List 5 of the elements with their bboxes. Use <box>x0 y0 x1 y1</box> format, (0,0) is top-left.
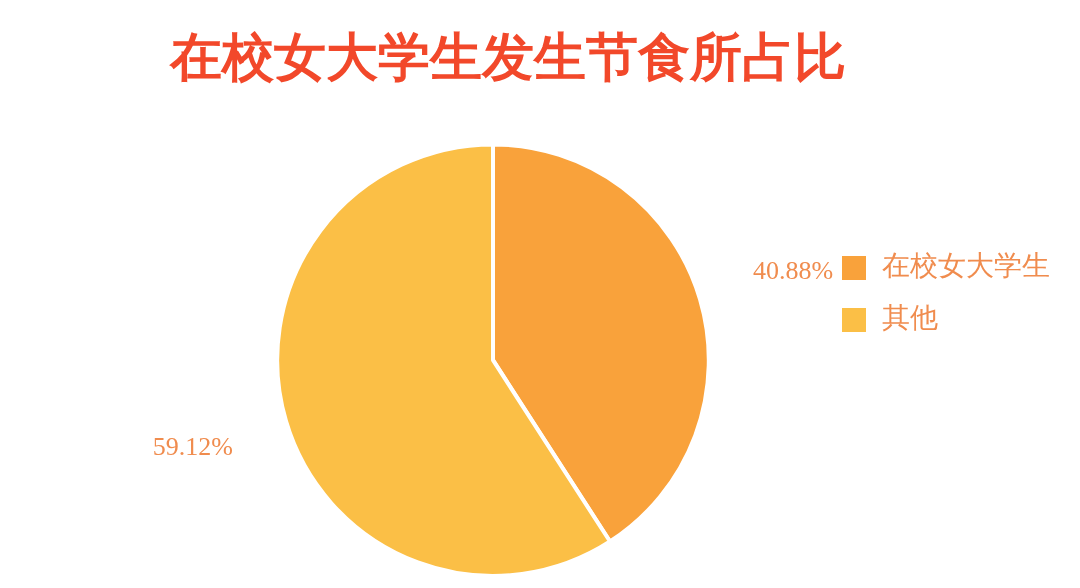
chart-title: 在校女大学生发生节食所占比 <box>169 26 846 87</box>
legend-label: 在校女大学生 <box>882 249 1050 283</box>
legend-label: 其他 <box>882 301 938 335</box>
data-label: 59.12% <box>152 432 233 462</box>
data-label: 40.88% <box>753 255 834 285</box>
